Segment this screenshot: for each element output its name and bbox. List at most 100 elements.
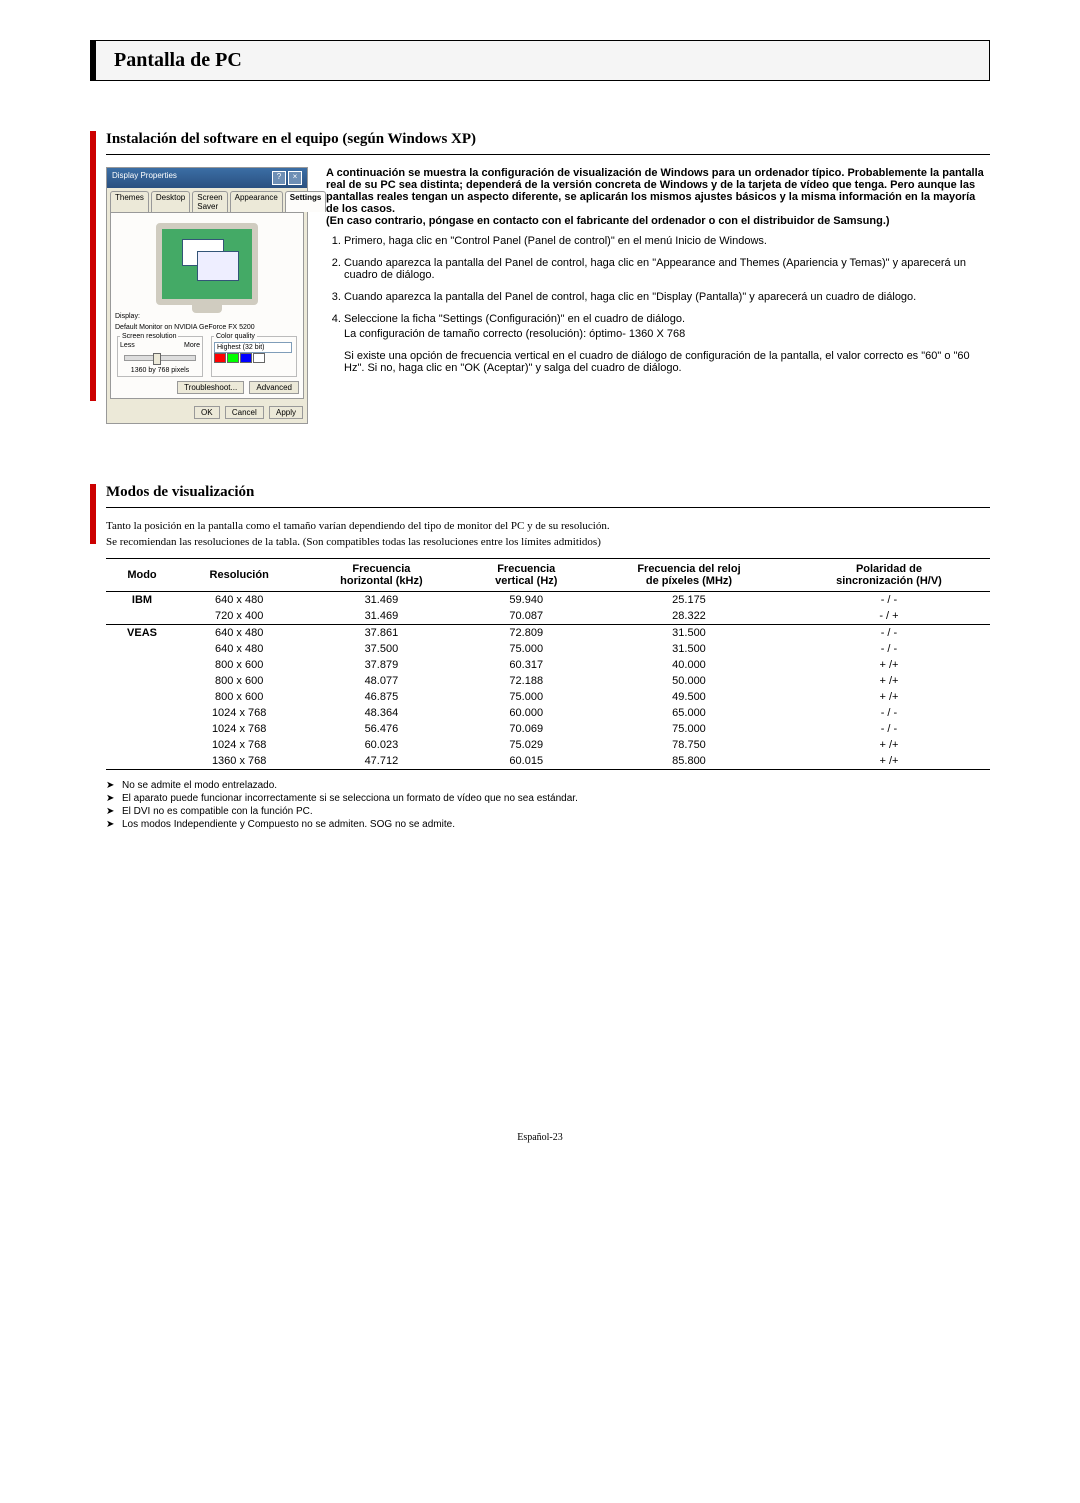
cell: 1024 x 768 <box>178 721 300 737</box>
tab-appearance[interactable]: Appearance <box>230 191 283 212</box>
col-modo: Modo <box>106 559 178 592</box>
cell: 31.469 <box>300 608 462 625</box>
cell: 75.000 <box>462 689 590 705</box>
settings-group: Screen resolution Less More 1360 by 768 … <box>115 333 299 377</box>
cell: 47.712 <box>300 753 462 770</box>
section-body: Instalación del software en el equipo (s… <box>106 131 990 424</box>
cell: 1024 x 768 <box>178 737 300 753</box>
cell-mode <box>106 753 178 770</box>
page-footer: Español-23 <box>90 1132 990 1143</box>
cell: 640 x 480 <box>178 625 300 642</box>
table-header-row: Modo Resolución Frecuenciahorizontal (kH… <box>106 559 990 592</box>
notes-list: ➤No se admite el modo entrelazado.➤El ap… <box>106 780 990 830</box>
cell: 72.188 <box>462 673 590 689</box>
arrow-icon: ➤ <box>106 819 122 830</box>
res-value: 1360 by 768 pixels <box>120 367 200 374</box>
cell: 37.500 <box>300 641 462 657</box>
cell-mode <box>106 705 178 721</box>
cell: 75.000 <box>590 721 788 737</box>
cell: 31.500 <box>590 641 788 657</box>
advanced-button[interactable]: Advanced <box>249 381 299 394</box>
cell-mode: VEAS <box>106 625 178 642</box>
cell: 75.000 <box>462 641 590 657</box>
note-row: ➤Los modos Independiente y Compuesto no … <box>106 819 990 830</box>
step-4a: Seleccione la ficha "Settings (Configura… <box>344 313 685 325</box>
install-row: Display Properties ?× Themes Desktop Scr… <box>106 167 990 424</box>
tab-themes[interactable]: Themes <box>110 191 149 212</box>
cell-mode <box>106 721 178 737</box>
col-freq-v: Frecuenciavertical (Hz) <box>462 559 590 592</box>
cancel-button[interactable]: Cancel <box>225 406 264 419</box>
swatch <box>227 353 239 363</box>
cell: - / - <box>788 721 990 737</box>
cell-mode <box>106 689 178 705</box>
dialog-window-controls: ?× <box>270 171 302 185</box>
color-swatches <box>214 353 294 365</box>
slider-thumb[interactable] <box>153 353 161 365</box>
monitor-preview <box>156 223 258 305</box>
cell: 31.500 <box>590 625 788 642</box>
col-freq-h: Frecuenciahorizontal (kHz) <box>300 559 462 592</box>
cell: 25.175 <box>590 592 788 609</box>
dialog-tabs: Themes Desktop Screen Saver Appearance S… <box>107 188 307 212</box>
arrow-icon: ➤ <box>106 780 122 791</box>
cell: 75.029 <box>462 737 590 753</box>
cell: + /+ <box>788 753 990 770</box>
note-text: No se admite el modo entrelazado. <box>122 780 277 791</box>
cell: 65.000 <box>590 705 788 721</box>
table-row: 1024 x 76860.02375.02978.750+ /+ <box>106 737 990 753</box>
note-text: El aparato puede funcionar incorrectamen… <box>122 793 578 804</box>
tab-settings[interactable]: Settings <box>285 191 327 212</box>
cell: 800 x 600 <box>178 689 300 705</box>
page-title: Pantalla de PC <box>114 49 971 72</box>
cell: 70.069 <box>462 721 590 737</box>
step-4b: La configuración de tamaño correcto (res… <box>344 328 990 340</box>
swatch <box>214 353 226 363</box>
arrow-icon: ➤ <box>106 806 122 817</box>
apply-button[interactable]: Apply <box>269 406 303 419</box>
resolution-slider[interactable] <box>124 355 196 361</box>
step-4: Seleccione la ficha "Settings (Configura… <box>344 313 990 340</box>
cell: 56.476 <box>300 721 462 737</box>
cell: 60.015 <box>462 753 590 770</box>
section-heading-install: Instalación del software en el equipo (s… <box>106 131 990 155</box>
step-3: Cuando aparezca la pantalla del Panel de… <box>344 291 990 303</box>
color-select[interactable]: Highest (32 bit) <box>214 342 292 353</box>
display-value: Default Monitor on NVIDIA GeForce FX 520… <box>115 322 299 333</box>
section-modes: Modos de visualización Tanto la posición… <box>90 484 990 832</box>
section-heading-modes: Modos de visualización <box>106 484 990 508</box>
table-row: VEAS640 x 48037.86172.80931.500- / - <box>106 625 990 642</box>
ok-button[interactable]: OK <box>194 406 220 419</box>
troubleshoot-button[interactable]: Troubleshoot... <box>177 381 244 394</box>
cell: - / - <box>788 641 990 657</box>
cell: - / - <box>788 705 990 721</box>
tab-screensaver[interactable]: Screen Saver <box>192 191 227 212</box>
cell: 40.000 <box>590 657 788 673</box>
more-label: More <box>184 342 200 349</box>
table-row: 800 x 60037.87960.31740.000+ /+ <box>106 657 990 673</box>
cell: 48.077 <box>300 673 462 689</box>
cell: 640 x 480 <box>178 641 300 657</box>
table-row: IBM640 x 48031.46959.94025.175- / - <box>106 592 990 609</box>
swatch <box>240 353 252 363</box>
table-row: 1024 x 76856.47670.06975.000- / - <box>106 721 990 737</box>
cell: 72.809 <box>462 625 590 642</box>
cell: 78.750 <box>590 737 788 753</box>
dialog-title-text: Display Properties <box>112 171 177 185</box>
less-label: Less <box>120 342 135 349</box>
note-row: ➤El aparato puede funcionar incorrectame… <box>106 793 990 804</box>
dialog-buttons: OK Cancel Apply <box>107 402 307 423</box>
modes-p1: Tanto la posición en la pantalla como el… <box>106 520 990 532</box>
cell: + /+ <box>788 689 990 705</box>
cell: 640 x 480 <box>178 592 300 609</box>
accent-bar <box>90 484 96 544</box>
cell: 37.861 <box>300 625 462 642</box>
cell: 1024 x 768 <box>178 705 300 721</box>
tab-desktop[interactable]: Desktop <box>151 191 190 212</box>
extra-note: Si existe una opción de frecuencia verti… <box>344 350 990 374</box>
section-body: Modos de visualización Tanto la posición… <box>106 484 990 832</box>
accent-bar <box>90 131 96 401</box>
cell: 60.023 <box>300 737 462 753</box>
cell: + /+ <box>788 657 990 673</box>
intro-text-2: (En caso contrario, póngase en contacto … <box>326 215 990 227</box>
